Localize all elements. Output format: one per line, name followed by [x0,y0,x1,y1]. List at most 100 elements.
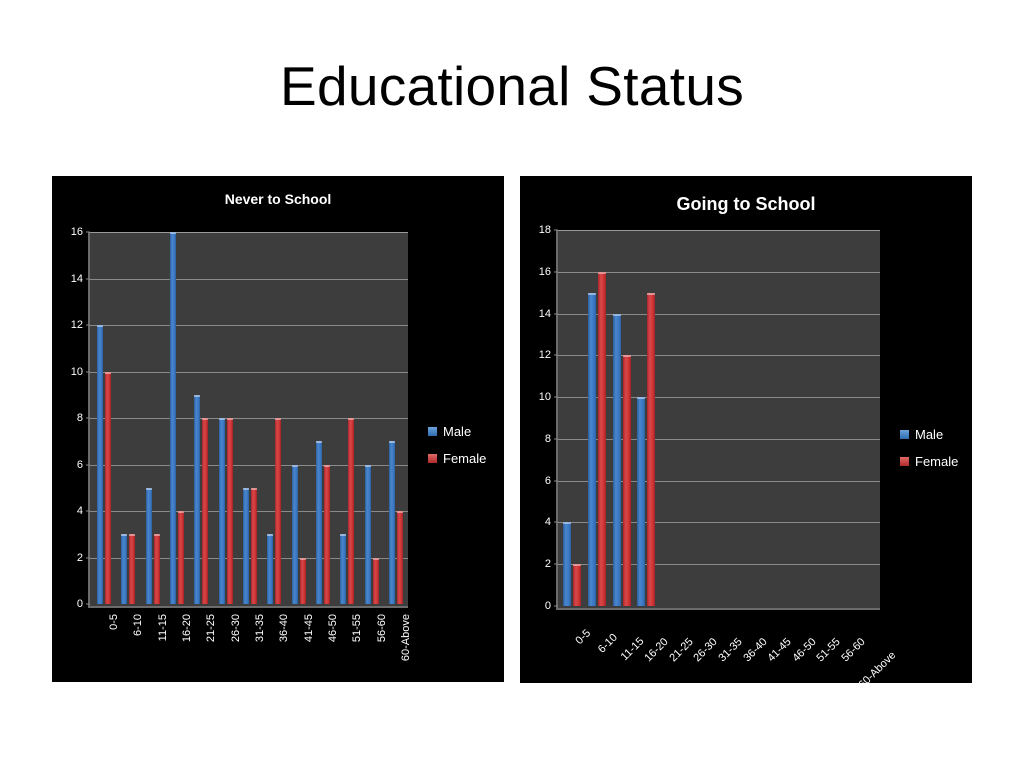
bar-highlight [396,511,403,513]
bar-male-6-10[interactable] [587,292,596,606]
y-axis-tick-mark [554,605,558,607]
y-axis-tick-mark [554,438,558,440]
bar-male-11-15[interactable] [612,313,621,606]
gridline [90,325,408,326]
bar-female-16-20[interactable] [647,292,656,606]
x-axis-tick-label: 56-60 [375,614,388,643]
bar-highlight [612,313,621,316]
bar-female-0-5[interactable] [105,371,112,604]
bar-highlight [226,418,233,420]
bar-highlight [573,564,582,567]
bar-male-56-60[interactable] [364,464,371,604]
gridline [558,522,880,524]
y-axis-tick-mark [86,510,90,512]
bar-female-6-10[interactable] [129,534,136,604]
bar-female-56-60[interactable] [372,557,379,604]
y-axis-tick-label: 14 [538,307,551,320]
bar-highlight [323,464,330,467]
y-axis-tick-label: 12 [538,349,551,362]
bar-male-51-55[interactable] [340,534,347,604]
y-axis-tick-label: 8 [544,432,551,445]
gridline [90,278,408,280]
bar-male-16-20[interactable] [170,232,177,604]
bar-female-46-50[interactable] [323,464,330,604]
bar-male-60-Above[interactable] [388,441,395,604]
bar-male-41-45[interactable] [291,464,298,604]
y-axis-tick-mark [86,557,90,558]
chart-title-never-to-school: Never to School [224,191,332,207]
bar-male-26-30[interactable] [218,418,225,604]
bar-female-11-15[interactable] [153,534,160,604]
plot-area-never-to-school: 0 2 4 6 8 10 12 14 16 0-5 6-10 11-15 16-20 21-25 26-3… [71,226,412,661]
x-axis-tick-label: 46-50 [790,635,819,665]
x-axis-tick-label: 26-30 [691,635,721,665]
gridline [558,271,880,273]
bar-male-0-5[interactable] [97,325,104,604]
bar-male-21-25[interactable] [194,394,201,604]
y-axis-tick-mark [86,231,90,233]
gridline [558,230,880,231]
legend-label-male: Male [915,427,944,442]
chart-panel-going-to-school: Going to School 0 2 4 6 8 10 12 14 16 18 0-5 6-10 1… [520,176,972,683]
bar-highlight [105,371,112,374]
bar-highlight [597,271,606,274]
bar-highlight [340,534,347,537]
gridline [558,480,880,482]
x-axis-tick-label: 51-55 [814,635,844,665]
bar-female-11-15[interactable] [622,355,631,606]
bar-female-26-30[interactable] [226,418,233,604]
bar-female-31-35[interactable] [251,487,257,604]
y-axis-tick-label: 16 [70,226,83,238]
bar-male-31-35[interactable] [243,487,249,604]
bar-highlight [267,534,274,537]
bar-highlight [388,441,395,444]
bar-male-46-50[interactable] [315,441,322,604]
legend-item-male[interactable]: Male [428,424,486,439]
bar-highlight [291,464,298,467]
x-axis-tick-label: 26-30 [229,614,242,643]
bar-female-51-55[interactable] [348,418,355,604]
x-axis-tick-label: 0-5 [108,614,121,630]
x-axis-tick-label: 46-50 [326,614,339,643]
y-axis-tick-label: 4 [544,516,551,529]
x-axis-tick-label: 11-15 [618,635,647,664]
bar-male-6-10[interactable] [121,534,128,604]
y-axis-tick-label: 10 [70,365,83,378]
bar-female-60-Above[interactable] [396,511,403,604]
y-axis-tick-label: 16 [538,265,551,278]
legend-item-male[interactable]: Male [900,427,958,442]
chart-panel-never-to-school: Never to School 0 2 4 6 8 10 12 14 16 0-5 6-10 11-… [52,176,504,682]
y-axis-tick-mark [554,354,558,356]
bar-female-21-25[interactable] [202,418,209,604]
gridline [90,371,408,373]
bar-male-16-20[interactable] [637,397,646,606]
bar-male-11-15[interactable] [145,487,152,604]
bar-male-0-5[interactable] [563,522,572,606]
y-axis-tick-mark [554,313,558,315]
plot-area-going-to-school: 0 2 4 6 8 10 12 14 16 18 0-5 6-10 11-15 16-20 21-25 26… [539,224,898,683]
bar-highlight [194,394,201,397]
y-axis-tick-mark [86,324,90,326]
bar-female-36-40[interactable] [275,418,282,604]
bar-female-16-20[interactable] [178,511,185,604]
gridline [558,564,880,566]
bar-highlight [348,418,355,420]
y-axis-tick-label: 2 [76,551,83,564]
legend-item-female[interactable]: Female [428,451,486,466]
y-axis-tick-mark [554,563,558,565]
bar-highlight [372,557,379,560]
legend-label-female: Female [915,454,959,469]
bar-female-41-45[interactable] [299,557,306,604]
x-axis-tick-label: 16-20 [181,614,194,643]
legend-item-female[interactable]: Female [900,454,958,469]
bar-highlight [121,534,128,537]
bar-highlight [622,355,631,358]
gridline [90,464,408,466]
legend-swatch-female-icon [428,454,437,463]
bar-female-6-10[interactable] [597,271,606,606]
bar-male-36-40[interactable] [267,534,274,604]
bar-female-0-5[interactable] [573,564,582,606]
bar-highlight [563,522,572,525]
bar-highlight [129,534,136,537]
y-axis-tick-mark [86,603,90,605]
